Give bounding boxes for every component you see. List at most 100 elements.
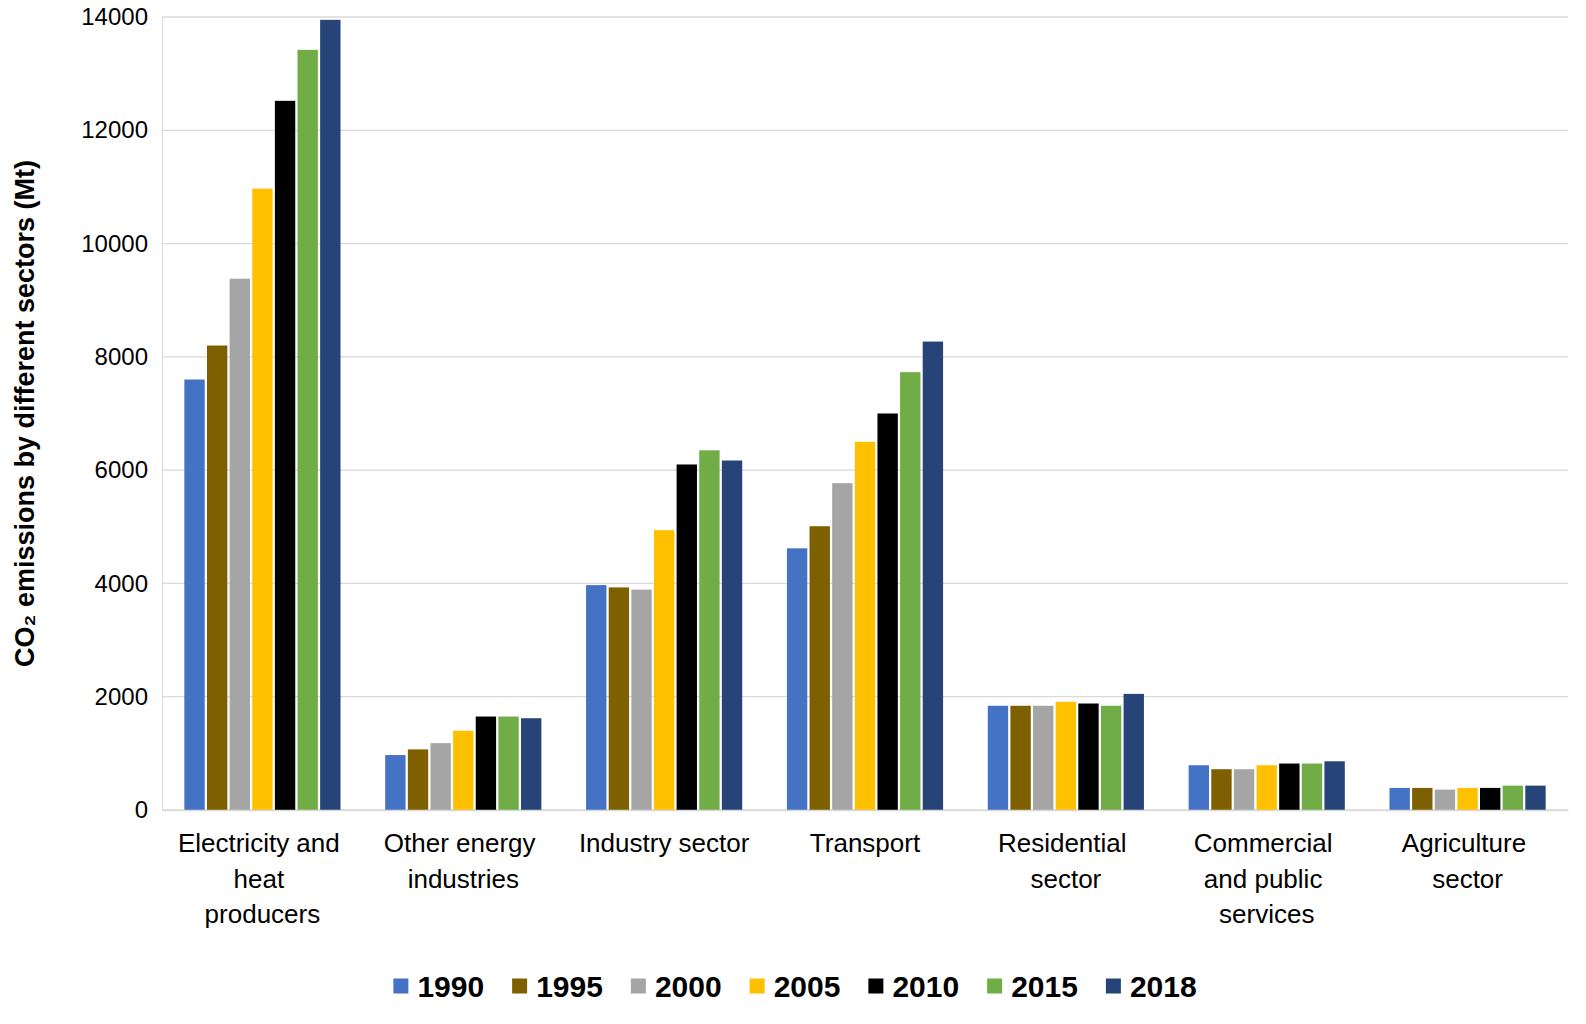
grid-line <box>162 16 1568 17</box>
bar <box>1302 764 1322 810</box>
y-axis-title: CO₂ emissions by different sectors (Mt) <box>10 160 40 667</box>
x-axis: Electricity and heat producers Other ener… <box>163 810 1569 929</box>
x-tick-label: Electricity and heat producers <box>178 828 347 928</box>
y-tick: 0 <box>135 796 162 823</box>
y-tick: 12000 <box>81 116 162 143</box>
legend-item: 2000 <box>631 970 722 1003</box>
grid-line <box>162 243 1568 244</box>
bar <box>498 717 518 810</box>
bar <box>1324 761 1344 810</box>
bar <box>1480 788 1500 810</box>
bar <box>1503 786 1523 810</box>
bar <box>1211 769 1231 810</box>
grid-line <box>162 130 1568 131</box>
legend-label: 1995 <box>536 970 603 1003</box>
bar-series <box>275 101 1501 810</box>
y-tick: 8000 <box>95 343 162 370</box>
bar <box>609 587 629 810</box>
bar <box>988 706 1008 810</box>
x-tick-label-line: Commercial <box>1194 828 1340 858</box>
legend-swatch <box>987 979 1002 994</box>
bar <box>900 372 920 810</box>
bar <box>1257 765 1277 810</box>
x-tick-label: Residential sector <box>998 828 1134 893</box>
bar <box>521 718 541 810</box>
bar <box>1389 788 1409 810</box>
chart: 02000400060008000100001200014000Electric… <box>0 0 1586 1024</box>
x-axis-line <box>163 810 1569 812</box>
x-tick-label-line: Agriculture <box>1402 828 1534 858</box>
x-tick-label-line: sector <box>1432 864 1503 894</box>
x-tick-label: Commercial and public services <box>1194 828 1340 928</box>
bar-series <box>298 50 1524 810</box>
bar-series <box>252 189 1478 810</box>
y-tick: 4000 <box>95 570 162 597</box>
bar <box>1234 769 1254 810</box>
bar <box>1457 788 1477 810</box>
legend-swatch <box>750 979 765 994</box>
y-tick-label: 0 <box>135 796 148 823</box>
y-tick-label: 2000 <box>95 683 148 710</box>
bar <box>385 755 405 810</box>
x-tick: Agriculture sector <box>1402 810 1534 894</box>
legend-item: 1990 <box>393 970 484 1003</box>
legend-swatch <box>1106 979 1121 994</box>
y-tick-label: 8000 <box>95 343 148 370</box>
bar-series <box>320 20 1546 810</box>
y-tick: 6000 <box>95 456 162 483</box>
bar <box>298 50 318 810</box>
bar <box>677 464 697 810</box>
bar <box>1412 788 1432 810</box>
bar <box>722 461 742 810</box>
bar <box>1279 764 1299 810</box>
x-tick: Commercial and public services <box>1194 810 1340 929</box>
bar <box>1189 765 1209 810</box>
bar <box>787 548 807 810</box>
x-tick: Other energy industries <box>384 810 543 894</box>
legend-item: 2015 <box>987 970 1078 1003</box>
legend-swatch <box>868 979 883 994</box>
legend-label: 2018 <box>1130 970 1197 1003</box>
x-tick-label-line: and public <box>1204 864 1330 894</box>
x-tick: Residential sector <box>998 810 1134 894</box>
bar-series <box>230 279 1456 810</box>
x-tick-label-line: Other energy <box>384 828 543 858</box>
bar <box>1010 706 1030 810</box>
y-axis: 02000400060008000100001200014000 <box>81 3 162 823</box>
bar <box>855 442 875 810</box>
y-axis-line <box>162 18 163 811</box>
bar <box>184 380 204 810</box>
bar <box>586 585 606 810</box>
bar <box>207 346 227 810</box>
x-tick-label-line: Transport <box>810 828 921 858</box>
bar-series <box>184 380 1410 810</box>
bar <box>453 731 473 810</box>
legend-label: 2010 <box>892 970 959 1003</box>
x-tick-label-line: Industry sector <box>579 828 750 858</box>
bar <box>877 414 897 811</box>
x-tick-label-line: sector <box>1030 864 1101 894</box>
x-tick-label-line: Electricity and <box>178 828 347 858</box>
legend-swatch <box>631 979 646 994</box>
legend-item: 2018 <box>1106 970 1197 1003</box>
bar <box>832 483 852 810</box>
bar <box>476 717 496 810</box>
bar <box>252 189 272 810</box>
bar <box>1033 706 1053 810</box>
bar <box>320 20 340 810</box>
bars <box>184 20 1545 810</box>
legend: 1990199520002005201020152018 <box>393 970 1196 1003</box>
x-tick: Electricity and heat producers <box>178 810 347 929</box>
bar <box>810 526 830 810</box>
x-tick: Transport <box>810 810 921 858</box>
bar <box>408 749 428 810</box>
bar <box>654 530 674 810</box>
y-tick-label: 4000 <box>95 570 148 597</box>
bar <box>1078 704 1098 810</box>
bar <box>699 450 719 810</box>
x-tick-label-line: Residential <box>998 828 1134 858</box>
y-tick: 14000 <box>81 3 162 30</box>
bar <box>1124 694 1144 810</box>
bar <box>430 743 450 810</box>
x-tick-label-line: industries <box>408 864 519 894</box>
